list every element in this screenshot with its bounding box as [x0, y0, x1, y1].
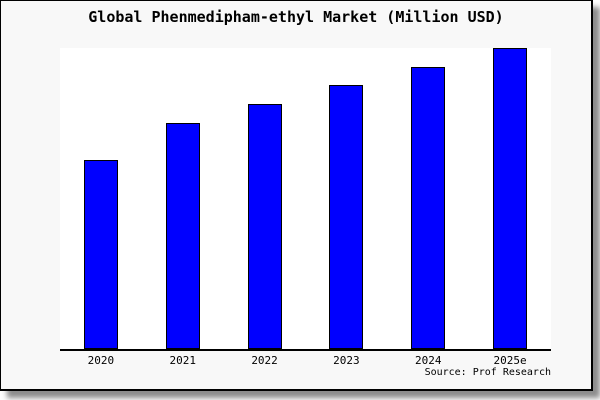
- figure-frame: Global Phenmedipham-ethyl Market (Millio…: [0, 0, 593, 391]
- chart-title: Global Phenmedipham-ethyl Market (Millio…: [88, 8, 504, 26]
- bar-2024: [411, 66, 446, 349]
- bar-slot-2021: [142, 48, 224, 349]
- x-tick-2023: 2023: [333, 354, 360, 367]
- bar-slot-2023: [305, 48, 387, 349]
- plot-area: [60, 48, 551, 351]
- bar-2021: [165, 122, 200, 349]
- bars-group: [60, 48, 551, 349]
- x-tick-2022: 2022: [251, 354, 278, 367]
- x-tick-2020: 2020: [87, 354, 115, 367]
- bar-slot-2024: [387, 48, 469, 349]
- x-tick-2021: 2021: [169, 354, 196, 367]
- bar-slot-2025e: [469, 48, 551, 349]
- bar-2023: [329, 85, 364, 349]
- source-credit: Source: Prof Research: [424, 367, 551, 378]
- bar-slot-2022: [224, 48, 306, 349]
- x-tick-2024: 2024: [414, 354, 442, 367]
- bar-2025e: [493, 48, 528, 349]
- bar-2020: [83, 159, 118, 349]
- bar-slot-2020: [60, 48, 142, 349]
- x-axis-tick-labels: 2020 2021 2022 2023 2024 2025e: [60, 354, 551, 367]
- bar-2022: [247, 104, 282, 349]
- x-tick-2025e: 2025e: [493, 354, 527, 367]
